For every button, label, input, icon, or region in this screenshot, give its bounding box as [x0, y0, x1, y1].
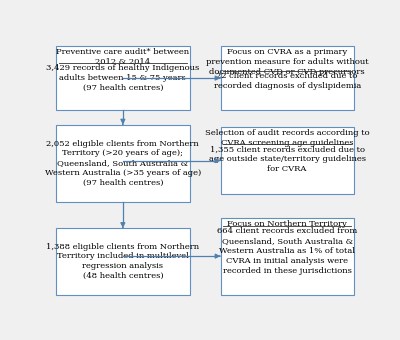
- FancyBboxPatch shape: [56, 46, 190, 110]
- Text: 1,388 eligible clients from Northern
Territory included in multilevel
regression: 1,388 eligible clients from Northern Ter…: [46, 243, 200, 280]
- FancyBboxPatch shape: [220, 218, 354, 295]
- FancyBboxPatch shape: [56, 124, 190, 202]
- FancyBboxPatch shape: [220, 127, 354, 194]
- Text: 3,429 records of healthy Indigenous
adults between 15 & 75 years
(97 health cent: 3,429 records of healthy Indigenous adul…: [46, 64, 200, 91]
- Text: 664 client records excluded from
Queensland, South Australia &
Western Australia: 664 client records excluded from Queensl…: [217, 227, 357, 274]
- Text: 2,052 eligible clients from Northern
Territory (>20 years of age);
Queensland, S: 2,052 eligible clients from Northern Ter…: [45, 140, 201, 187]
- Text: 1,355 client records excluded due to
age outside state/territory guidelines
for : 1,355 client records excluded due to age…: [209, 145, 366, 172]
- Text: Focus on CVRA as a primary
prevention measure for adults without
documented CVD : Focus on CVRA as a primary prevention me…: [206, 48, 368, 76]
- Text: Preventive care audit* between
2012 & 2014: Preventive care audit* between 2012 & 20…: [56, 48, 190, 66]
- Text: 22 client records excluded due to
recorded diagnosis of dyslipidemia: 22 client records excluded due to record…: [214, 72, 361, 89]
- FancyBboxPatch shape: [56, 228, 190, 295]
- Text: Focus on Northern Territory: Focus on Northern Territory: [227, 220, 347, 227]
- FancyBboxPatch shape: [220, 46, 354, 110]
- Text: Selection of audit records according to
CVRA screening age guidelines: Selection of audit records according to …: [205, 129, 370, 147]
